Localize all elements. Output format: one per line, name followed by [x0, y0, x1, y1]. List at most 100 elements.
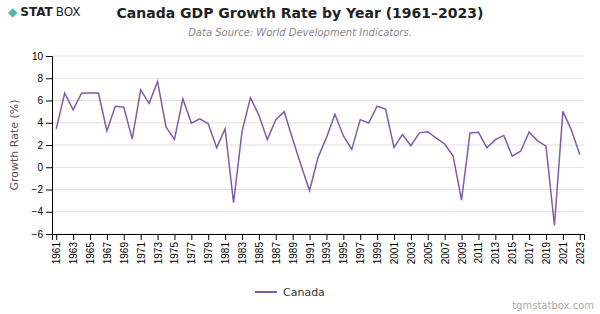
y-tick: −6: [32, 229, 52, 240]
x-tick: 1993: [321, 234, 332, 264]
y-tick: 2: [37, 140, 52, 151]
x-tick-mark: [411, 234, 412, 240]
y-tick: 10: [32, 51, 52, 62]
x-tick-mark: [242, 234, 243, 240]
x-tick-label: 1997: [355, 242, 366, 265]
y-tick-label: −2: [32, 184, 44, 195]
grid: [52, 56, 584, 234]
legend-label: Canada: [283, 286, 325, 299]
x-tick-label: 2005: [423, 242, 434, 265]
x-tick: 2021: [558, 234, 569, 264]
x-tick-mark: [174, 234, 175, 240]
plot: 1961 1963 1965 1967 1969 1971 1973 1975 1977 1979…: [8, 51, 586, 265]
x-tick: 2013: [490, 234, 501, 264]
x-tick: 1973: [153, 234, 164, 264]
y-tick-label: 6: [37, 95, 43, 106]
y-tick: 6: [37, 95, 52, 106]
x-tick-mark: [563, 234, 564, 240]
x-tick-label: 1973: [153, 242, 164, 265]
x-tick-mark: [495, 234, 496, 240]
x-tick: 1977: [186, 234, 197, 264]
x-tick: 2011: [473, 234, 484, 264]
subtitle: Data Source: World Development Indicator…: [188, 27, 412, 38]
x-tick: 2015: [507, 234, 518, 264]
x-tick-mark: [141, 234, 142, 240]
x-tick-label: 1995: [338, 242, 349, 265]
y-tick-label: 4: [37, 117, 43, 128]
x-tick: 1967: [102, 234, 113, 264]
x-tick: 2003: [406, 234, 417, 264]
x-tick-label: 2017: [524, 242, 535, 265]
x-tick-label: 1981: [220, 242, 231, 265]
x-tick: 1975: [169, 234, 180, 264]
y-tick-mark: [46, 101, 52, 102]
watermark: tgmstatbox.com: [512, 300, 594, 311]
x-tick-label: 1985: [254, 242, 265, 265]
y-tick-label: −6: [32, 229, 44, 240]
y-tick-mark: [46, 56, 52, 57]
x-tick-mark: [580, 234, 581, 240]
x-tick-mark: [529, 234, 530, 240]
grid-line: [52, 122, 584, 123]
legend: Canada: [255, 286, 325, 299]
x-tick: 1963: [68, 234, 79, 264]
x-tick-label: 1991: [305, 242, 316, 265]
x-tick-mark: [90, 234, 91, 240]
x-tick-label: 2003: [406, 242, 417, 265]
x-tick: 2005: [423, 234, 434, 264]
legend-item: Canada: [255, 286, 325, 299]
y-tick-mark: [46, 78, 52, 79]
x-tick: 1965: [85, 234, 96, 264]
x-tick-mark: [394, 234, 395, 240]
x-tick: 2017: [524, 234, 535, 264]
x-tick-label: 2023: [575, 242, 586, 265]
x-tick-label: 1961: [51, 242, 62, 265]
x-tick-mark: [208, 234, 209, 240]
x-tick-label: 1969: [119, 242, 130, 265]
y-tick-mark: [46, 234, 52, 235]
x-tick-mark: [546, 234, 547, 240]
y-tick: −4: [32, 206, 52, 217]
x-tick-label: 1975: [169, 242, 180, 265]
grid-line: [52, 211, 584, 212]
y-tick: −2: [32, 184, 52, 195]
grid-line: [52, 145, 584, 146]
x-tick-mark: [276, 234, 277, 240]
x-tick: 1961: [51, 234, 62, 264]
x-tick-mark: [343, 234, 344, 240]
x-tick-label: 1989: [288, 242, 299, 265]
x-tick: 1997: [355, 234, 366, 264]
x-tick-label: 2019: [541, 242, 552, 265]
y-tick-label: 0: [37, 162, 43, 173]
x-tick: 2001: [389, 234, 400, 264]
grid-line: [52, 100, 584, 101]
x-tick-label: 1993: [321, 242, 332, 265]
x-tick-label: 1983: [237, 242, 248, 265]
y-tick-label: 8: [37, 73, 43, 84]
x-tick-label: 1987: [271, 242, 282, 265]
logo: ◆STATBOX: [8, 5, 81, 19]
x-tick-label: 2013: [490, 242, 501, 265]
line: [56, 81, 580, 225]
x-tick: 1991: [305, 234, 316, 264]
x-tick-mark: [377, 234, 378, 240]
y-tick-label: 2: [37, 140, 43, 151]
marks: [56, 81, 580, 225]
x-tick-label: 1999: [372, 242, 383, 265]
x-tick-label: 1979: [203, 242, 214, 265]
x-tick-mark: [158, 234, 159, 240]
y-tick-mark: [46, 123, 52, 124]
x-tick: 1987: [271, 234, 282, 264]
y-tick-label: −4: [32, 206, 44, 217]
x-tick: 1969: [119, 234, 130, 264]
x-axis-line: [53, 235, 585, 241]
x-tick-label: 2011: [473, 242, 484, 264]
title: Canada GDP Growth Rate by Year (1961–202…: [117, 5, 484, 21]
x-tick-mark: [225, 234, 226, 240]
y-axis: −6 −4 −2 0 2 4 6 8 10: [32, 51, 53, 240]
x-tick-label: 1965: [85, 242, 96, 265]
x-tick: 1971: [136, 234, 147, 264]
x-tick-label: 1967: [102, 242, 113, 265]
legend-swatch: [255, 291, 277, 293]
y-label: Growth Rate (%): [8, 99, 21, 190]
